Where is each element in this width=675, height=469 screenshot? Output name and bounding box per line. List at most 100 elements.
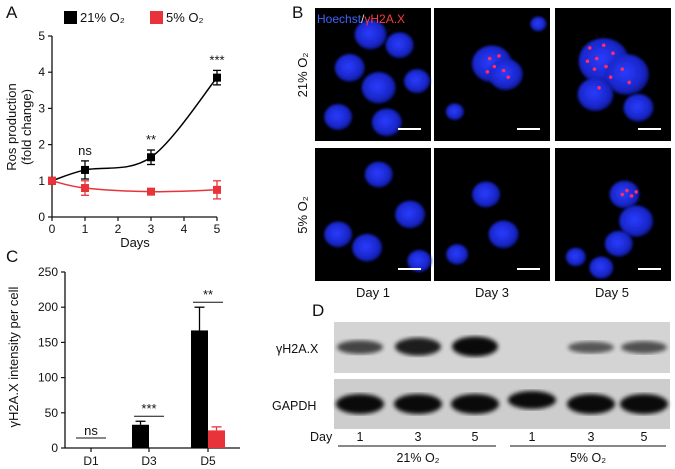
nucleus: [488, 58, 523, 91]
c-ytick-label: 100: [38, 371, 58, 385]
nucleus: [589, 256, 614, 279]
panel-a-xlabel: Days: [120, 235, 150, 250]
series-21-curve: [51, 77, 218, 182]
h2ax-focus: [620, 192, 625, 197]
panel-a-ylabel-line1: Ros production: [4, 83, 19, 170]
c-ytick-label: 0: [51, 441, 58, 455]
nucleus: [354, 19, 387, 50]
panel-d-group-21: 21% O₂: [396, 451, 439, 465]
micrograph-tile-0-0: [315, 8, 431, 141]
lane-day-label: 5: [641, 430, 648, 444]
c-significance-mark: ***: [141, 401, 156, 416]
c-xtick-label: D1: [83, 454, 99, 468]
band-gapdh: [451, 394, 499, 414]
h2ax-focus: [627, 80, 632, 85]
nucleus: [609, 180, 640, 209]
c-significance-mark: ns: [84, 423, 98, 438]
a-xtick-label: 4: [181, 222, 188, 236]
panel-d-lane-labels: 1 3 5 1 3 5: [357, 430, 648, 444]
panel-b: B 21% O₂ 5% O₂ Hoechst/γH2A.X Day 1 Day …: [292, 3, 671, 300]
nucleus: [361, 72, 396, 104]
a-ytick-label: 5: [38, 29, 45, 43]
band-gapdh: [567, 394, 615, 414]
a-significance-mark: ***: [209, 52, 224, 67]
a-point: [48, 176, 56, 185]
a-significance-mark: ns: [78, 143, 92, 158]
a-point: [81, 165, 89, 174]
nucleus: [577, 77, 614, 112]
a-xtick-label: 1: [82, 222, 89, 236]
nucleus: [623, 93, 654, 122]
h2ax-focus: [601, 43, 606, 48]
c-xtick-label: D3: [141, 454, 157, 468]
panel-a-y-ticks: 0 1 2 3 4 5: [38, 29, 52, 224]
h2ax-focus: [620, 67, 625, 71]
panel-c: C γH2A.X intensity per cell 0 50 100 150 200…: [6, 247, 240, 468]
panel-b-col-label-5: Day 5: [595, 285, 629, 300]
h2ax-focus: [497, 54, 501, 58]
band-h2ax: [452, 336, 498, 357]
panel-a: A 21% O₂ 5% O₂ Ros production (fold chan…: [4, 3, 225, 250]
legend-label-21: 21% O₂: [80, 10, 125, 25]
panel-d: D γH2A.X GAPDH Day 1 3 5 1 3 5 21% O₂ 5% O₂: [272, 301, 670, 465]
nucleus: [604, 54, 649, 95]
h2ax-focus: [585, 59, 590, 63]
c-significance-mark: **: [203, 287, 213, 302]
h2ax-focus: [611, 51, 615, 56]
a-point: [81, 184, 89, 193]
panel-a-x-ticks: 0 1 2 3 4 5: [49, 217, 221, 236]
panel-a-ylabel-line2: (fold change): [19, 89, 34, 165]
lane-day-label: 1: [357, 430, 364, 444]
band-h2ax: [337, 340, 383, 355]
panel-b-row-label-21: 21% O₂: [295, 53, 310, 98]
panel-b-col-label-3: Day 3: [475, 285, 509, 300]
panel-c-ylabel: γH2A.X intensity per cell: [6, 286, 21, 427]
h2ax-focus: [592, 67, 597, 71]
nucleus: [565, 247, 586, 267]
c-ytick-label: 250: [38, 265, 58, 279]
band-h2ax: [395, 337, 441, 356]
stain-label-hoechst: Hoechst: [317, 12, 362, 26]
nucleus: [604, 230, 633, 257]
blot-h2ax: [334, 322, 670, 373]
lane-day-label: 5: [472, 430, 479, 444]
nucleus: [472, 181, 501, 208]
h2ax-focus: [597, 86, 601, 90]
a-significance-mark: **: [146, 132, 156, 147]
band-h2ax: [621, 341, 667, 354]
h2ax-focus: [604, 64, 608, 69]
a-xtick-label: 5: [214, 222, 221, 236]
panel-c-y-ticks: 0 50 100 150 200 250: [38, 265, 65, 455]
h2ax-focus: [492, 64, 497, 69]
panel-a-letter: A: [6, 3, 18, 22]
stain-label-h2ax: γH2A.X: [364, 12, 405, 26]
panel-d-letter: D: [312, 301, 324, 320]
band-gapdh: [620, 394, 668, 414]
panel-a-points: [48, 69, 221, 200]
nucleus: [385, 32, 414, 59]
panel-d-group-5: 5% O₂: [570, 451, 606, 465]
a-xtick-label: 2: [115, 222, 122, 236]
panel-c-bars: [132, 306, 225, 448]
nucleus: [371, 108, 402, 137]
legend-label-5: 5% O₂: [166, 10, 204, 25]
nucleus: [404, 69, 431, 94]
a-ytick-label: 0: [38, 210, 45, 224]
micrograph-tile-0-2: [555, 8, 671, 141]
c-bar: [191, 330, 208, 448]
panel-a-significance: ns*****: [78, 52, 224, 158]
panel-a-legend: 21% O₂ 5% O₂: [64, 10, 204, 25]
panel-c-x-ticks: D1 D3 D5: [83, 448, 216, 468]
nucleus: [407, 250, 432, 273]
band-h2ax: [568, 341, 614, 354]
panel-b-col-label-1: Day 1: [356, 285, 390, 300]
nucleus: [324, 221, 353, 248]
series-5-curve: [51, 180, 218, 193]
c-bar: [208, 430, 225, 448]
lane-day-label: 3: [588, 430, 595, 444]
nucleus: [446, 244, 469, 265]
nucleus: [324, 104, 353, 130]
micrograph-tile-1-0: [315, 148, 432, 281]
micrograph-tile-1-1: [434, 148, 550, 281]
a-ytick-label: 1: [38, 174, 45, 188]
